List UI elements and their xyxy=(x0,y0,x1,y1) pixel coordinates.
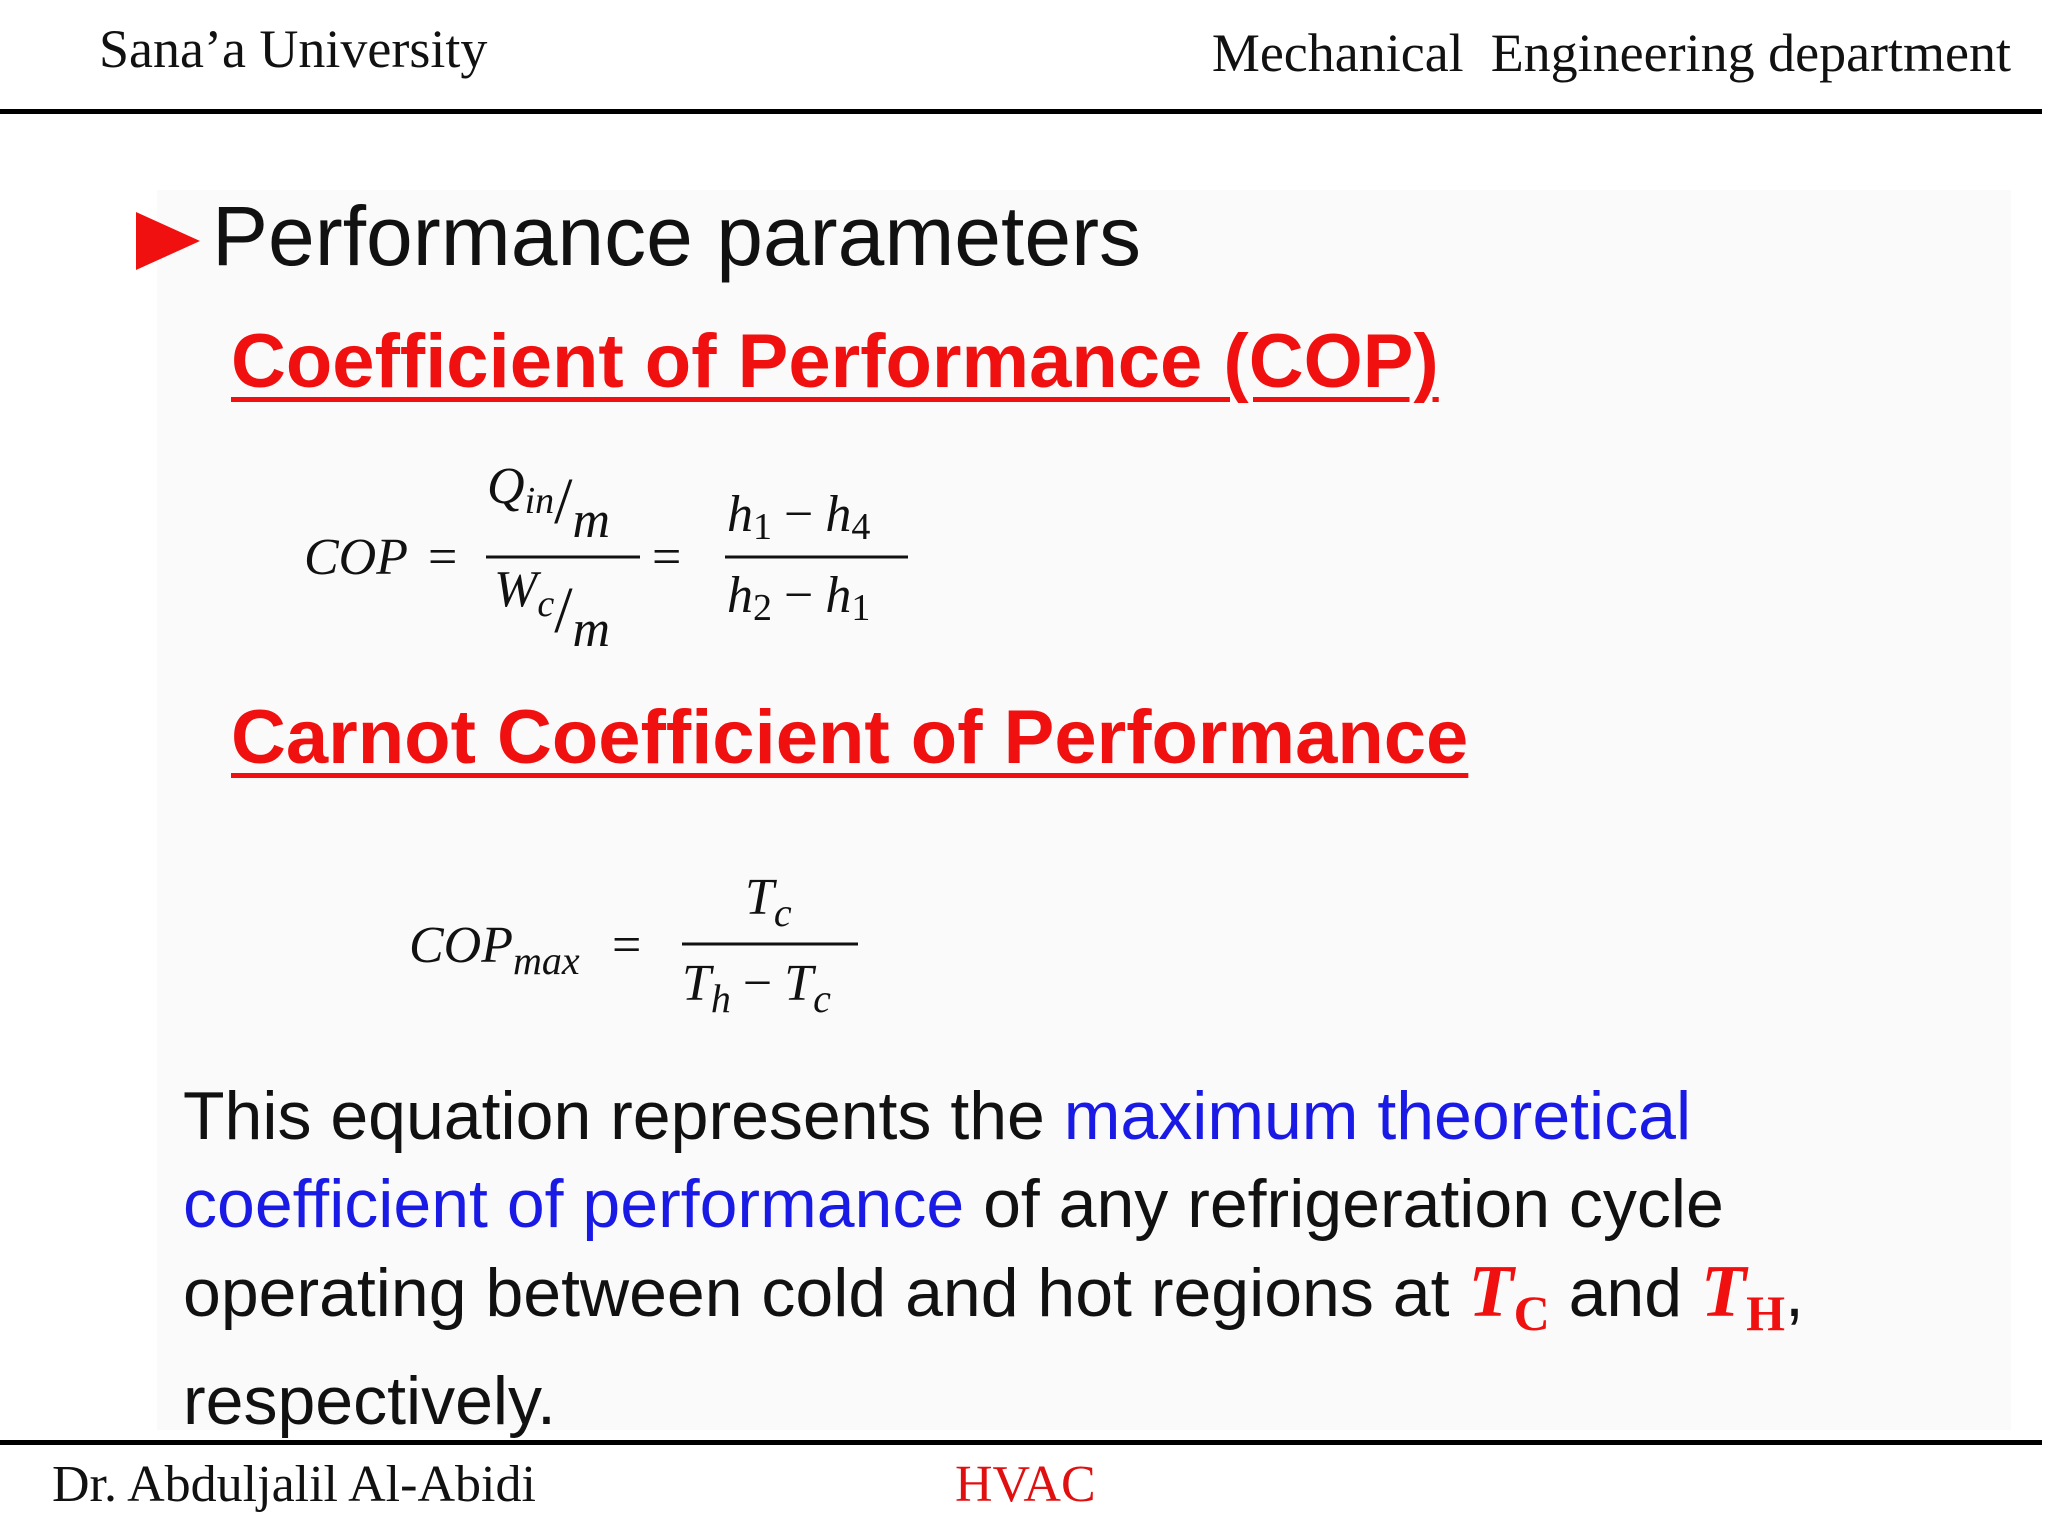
sym: T xyxy=(784,955,816,1012)
text: and xyxy=(1549,1255,1701,1331)
eq-num: h1− h4 xyxy=(727,486,870,548)
eq-num: Qin/m xyxy=(487,458,610,549)
text: , xyxy=(1785,1255,1804,1331)
sym: m xyxy=(572,492,610,549)
subscript: H xyxy=(1746,1285,1786,1341)
sub: 4 xyxy=(851,506,870,548)
highlight: maximum theoretical coefficient of perfo… xyxy=(183,1078,1692,1242)
eq-den: Wc/m xyxy=(494,561,610,658)
heading: Performance parameters xyxy=(212,189,1142,283)
footer-left: Dr. Abduljalil Al-Abidi xyxy=(52,1456,536,1513)
section-title: Carnot Coefficient of Performance xyxy=(231,695,1469,780)
paragraph: This equation represents the maximum the… xyxy=(183,1072,1943,1445)
sym: T xyxy=(682,955,714,1012)
sym: h xyxy=(727,567,753,624)
eq-sign: = xyxy=(612,917,641,974)
content-panel xyxy=(157,190,2011,1430)
minus: − xyxy=(743,955,772,1012)
sub: 2 xyxy=(753,587,772,629)
sym: T xyxy=(745,869,777,926)
eq-lhs: COPmax xyxy=(409,917,580,983)
slash: / xyxy=(554,574,573,647)
sym: h xyxy=(727,486,753,543)
text: of any refrigeration cycle operating bet… xyxy=(183,1166,1724,1331)
header-right: Mechanical Engineering department xyxy=(1211,23,2011,83)
sub: 1 xyxy=(753,506,772,548)
sym: W xyxy=(494,561,542,618)
sym: h xyxy=(825,486,851,543)
sub: in xyxy=(525,480,555,522)
symbol: T xyxy=(1700,1251,1747,1333)
header-rule xyxy=(0,109,2042,114)
footer-rule xyxy=(0,1440,2042,1445)
sym: Q xyxy=(487,458,525,515)
eq-den: Th − Tc xyxy=(682,955,831,1021)
minus: − xyxy=(784,486,813,543)
sym: h xyxy=(825,567,851,624)
sym: m xyxy=(573,601,611,658)
eq-num: Tc xyxy=(745,869,792,935)
sub: 1 xyxy=(851,587,870,629)
header-left: Sana’a University xyxy=(99,19,488,79)
eq-lhs: COP xyxy=(304,529,408,586)
footer-center: HVAC xyxy=(955,1456,1096,1513)
slash: / xyxy=(554,465,573,538)
sub: c xyxy=(813,976,831,1021)
symbol: T xyxy=(1468,1251,1514,1333)
bullet xyxy=(136,212,200,270)
minus: − xyxy=(784,567,813,624)
eq-den: h2− h1 xyxy=(727,567,870,629)
eq-sign: = xyxy=(428,529,457,586)
text: This equation represents the xyxy=(183,1078,1064,1154)
text: respectively. xyxy=(183,1363,556,1439)
sub: c xyxy=(537,583,554,625)
subscript: C xyxy=(1513,1285,1550,1341)
sub: h xyxy=(711,976,731,1021)
section-title: Coefficient of Performance (COP) xyxy=(231,319,1439,404)
sym: COP xyxy=(409,917,513,974)
sub: c xyxy=(774,890,792,935)
sub: max xyxy=(513,938,580,983)
eq-sign: = xyxy=(652,529,681,586)
